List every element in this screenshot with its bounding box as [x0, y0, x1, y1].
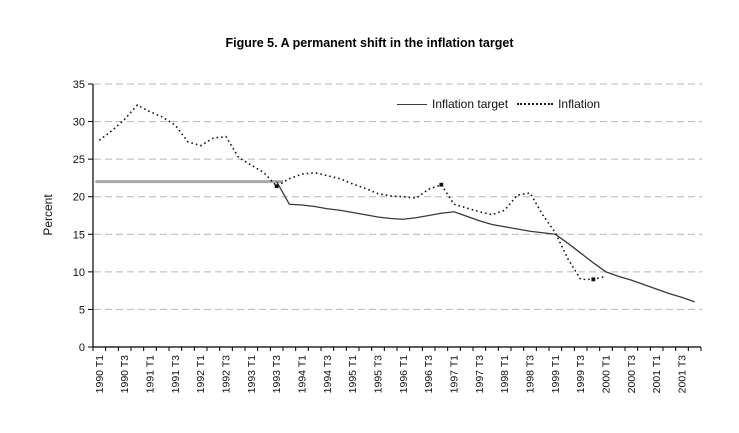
- inflation-marker: [591, 277, 596, 282]
- x-tick-label: 1997 T3: [474, 355, 486, 393]
- y-tick-label: 25: [73, 154, 85, 166]
- x-tick-label: 1996 T1: [398, 355, 410, 393]
- y-axis-title: Percent: [41, 194, 55, 236]
- series-inflation-target: [276, 181, 695, 303]
- y-tick-label: 30: [73, 117, 85, 129]
- x-tick-label: 1999 T3: [575, 355, 587, 393]
- y-tick-label: 5: [79, 304, 85, 316]
- y-tick-label: 10: [73, 267, 85, 279]
- inflation-marker: [274, 184, 279, 189]
- x-tick-label: 1994 T1: [297, 355, 309, 393]
- x-tick-label: 1991 T1: [145, 355, 157, 393]
- chart-title: Figure 5. A permanent shift in the infla…: [225, 36, 514, 50]
- x-tick-label: 2001 T1: [651, 355, 663, 393]
- x-tick-label: 1995 T3: [373, 355, 385, 393]
- y-tick-label: 35: [73, 79, 85, 91]
- inflation-marker: [439, 182, 444, 187]
- x-tick-label: 1992 T3: [221, 355, 233, 393]
- x-tick-label: 1997 T1: [449, 355, 461, 393]
- x-tick-label: 1990 T3: [119, 355, 131, 393]
- x-tick-label: 1999 T1: [550, 355, 562, 393]
- x-tick-label: 1995 T1: [347, 355, 359, 393]
- x-tick-label: 2001 T3: [677, 355, 689, 393]
- x-tick-label: 1992 T1: [195, 355, 207, 393]
- x-tick-label: 1993 T1: [246, 355, 258, 393]
- x-tick-label: 1996 T3: [423, 355, 435, 393]
- y-tick-label: 20: [73, 192, 85, 204]
- x-tick-label: 1994 T3: [322, 355, 334, 393]
- x-tick-label: 1993 T3: [271, 355, 283, 393]
- x-tick-label: 1998 T1: [499, 355, 511, 393]
- y-tick-label: 15: [73, 229, 85, 241]
- legend-label-inflation-target: Inflation target: [432, 97, 509, 111]
- x-tick-label: 1990 T1: [94, 355, 106, 393]
- legend-dotted-line-icon: [517, 103, 554, 105]
- x-tick-label: 2000 T1: [601, 355, 613, 393]
- y-tick-label: 0: [79, 342, 85, 354]
- chart-legend: Inflation target Inflation: [397, 97, 600, 111]
- legend-solid-line-icon: [397, 103, 427, 105]
- x-tick-label: 2000 T3: [626, 355, 638, 393]
- x-tick-label: 1991 T3: [170, 355, 182, 393]
- x-tick-label: 1998 T3: [525, 355, 537, 393]
- legend-label-inflation: Inflation: [558, 97, 601, 111]
- series-inflation: [98, 104, 607, 281]
